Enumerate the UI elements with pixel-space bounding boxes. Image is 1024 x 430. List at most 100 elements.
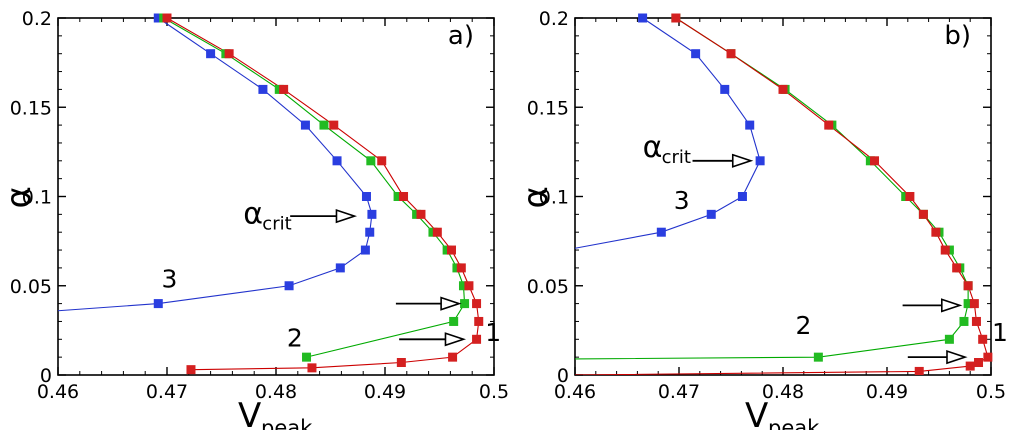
arrow-head <box>335 209 358 224</box>
series-3-point <box>737 192 747 201</box>
series-3-point <box>258 84 268 94</box>
series-1-point <box>963 281 973 291</box>
arrow-head <box>444 332 467 347</box>
series-1-line <box>166 17 480 371</box>
series-1-point <box>446 245 456 255</box>
y-tick-label: 0.05 <box>527 276 569 298</box>
arrow-head <box>940 298 963 313</box>
series-2-line <box>575 17 969 360</box>
series-1-point <box>778 84 788 94</box>
series-2-point <box>460 299 470 309</box>
series-1-point <box>399 192 409 201</box>
series-1-point <box>472 299 482 309</box>
series-2-point <box>366 156 376 166</box>
panel-label: b) <box>944 21 971 51</box>
series-3-point <box>335 263 345 273</box>
panel-label: a) <box>448 21 474 51</box>
data-layer <box>58 13 484 375</box>
x-axis-title: V <box>745 396 768 430</box>
series-1-point <box>474 316 484 326</box>
y-tick-label: 0.05 <box>10 276 52 298</box>
arrow-head <box>731 153 754 168</box>
series-3-point <box>360 245 370 255</box>
y-axis-title: α <box>516 186 556 208</box>
x-axis-title-subscript: peak <box>261 416 313 430</box>
series-2-point <box>944 334 954 344</box>
series-2-point <box>963 299 973 309</box>
series-1-line <box>575 17 989 375</box>
series-3-point <box>153 299 163 309</box>
series-1-point <box>472 334 482 344</box>
alpha-crit-symbol: α <box>643 130 663 165</box>
series-3-point <box>638 13 648 23</box>
x-tick-label: 0.46 <box>554 381 596 403</box>
series-1-point <box>448 352 458 362</box>
x-tick-label: 0.46 <box>37 381 79 403</box>
y-tick-label: 0.2 <box>22 8 52 30</box>
series-3-point <box>300 120 310 130</box>
series-1-point <box>931 227 941 237</box>
series-1-point <box>671 13 681 23</box>
x-tick-label: 0.48 <box>762 381 804 403</box>
series-1-point <box>914 366 924 375</box>
arrow-head <box>440 296 462 311</box>
plot-frame <box>57 17 495 376</box>
series-1-point <box>824 120 834 130</box>
series-3-point <box>720 84 730 94</box>
series-1-point <box>464 281 474 291</box>
series-2-point <box>393 192 403 201</box>
series-3-point <box>755 156 765 166</box>
curve-label-2: 2 <box>795 311 811 340</box>
series-3-point <box>284 281 294 291</box>
curve-label-3: 3 <box>162 265 178 294</box>
series-1-point <box>905 192 915 201</box>
series-3-point <box>365 227 375 237</box>
series-3-point <box>656 227 666 237</box>
y-tick-label: 0.1 <box>22 187 52 209</box>
y-tick-label: 0.15 <box>10 97 52 119</box>
series-1-point <box>971 316 981 326</box>
series-1-point <box>965 361 975 371</box>
series-3-point <box>745 120 755 130</box>
series-1-point <box>952 263 962 273</box>
series-1-point <box>224 49 234 59</box>
series-1-point <box>432 227 442 237</box>
y-tick-label: 0.2 <box>539 8 569 30</box>
series-1-point <box>329 120 339 130</box>
x-tick-label: 0.48 <box>255 381 297 403</box>
series-2-point <box>302 352 312 362</box>
series-1-point <box>726 49 736 59</box>
x-tick-label: 0.5 <box>479 381 509 403</box>
series-2-point <box>813 352 823 362</box>
y-axis-title: α <box>0 186 39 208</box>
series-1-point <box>456 263 466 273</box>
series-1-point <box>416 209 426 219</box>
plot-frame <box>574 17 992 376</box>
series-1-point <box>162 13 172 23</box>
series-2-point <box>319 120 329 130</box>
series-3-point <box>361 192 371 201</box>
x-axis-title: V <box>238 396 261 430</box>
series-1-point <box>969 299 979 309</box>
y-tick-label: 0.15 <box>527 97 569 119</box>
x-tick-label: 0.49 <box>364 381 406 403</box>
series-2-line <box>163 17 466 358</box>
series-1-point <box>870 156 880 166</box>
series-1-point <box>983 352 993 362</box>
y-tick-label: 0 <box>557 365 569 387</box>
series-1-point <box>974 358 984 368</box>
series-2-point <box>458 281 468 291</box>
series-2-point <box>449 316 459 326</box>
series-1-point <box>978 334 988 344</box>
curve-label-1: 1 <box>992 318 1008 347</box>
series-3-line <box>58 17 373 312</box>
x-tick-label: 0.5 <box>976 381 1006 403</box>
alpha-crit-symbol: α <box>243 196 263 231</box>
series-1-point <box>377 156 387 166</box>
x-tick-label: 0.49 <box>866 381 908 403</box>
series-1-point <box>307 363 317 373</box>
series-3-point <box>367 209 377 219</box>
